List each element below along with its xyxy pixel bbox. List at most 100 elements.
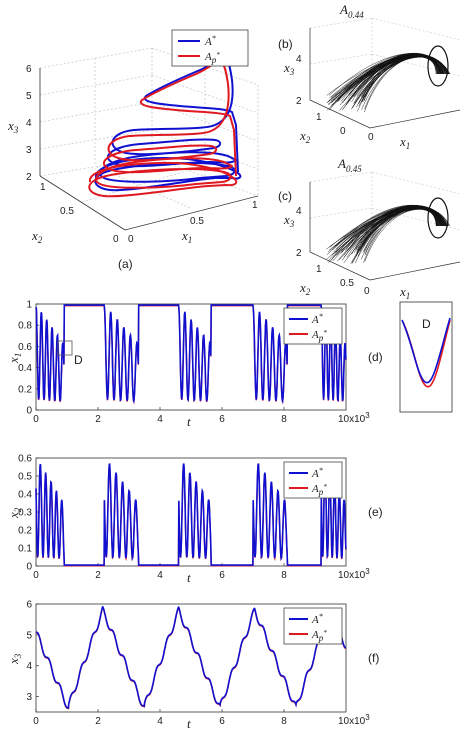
sub-p: p: [211, 55, 217, 65]
panel-a-z-tick: 4: [26, 118, 32, 129]
panel-e-y-tick-label: 0.2: [18, 526, 32, 537]
panel-a: 6 5 4 3 2 1 0.5 0 0 0.5 1 x3 x2 x1 A* Ap…: [7, 29, 259, 271]
panel-b-zlabel-sub: 3: [289, 67, 295, 77]
panel-a-legend: A* Ap*: [171, 29, 249, 67]
sup-star: *: [216, 51, 220, 59]
point-cloud-loop: [427, 45, 449, 87]
panel-c-z-tick: 2: [296, 248, 302, 259]
panel-a-y-ticks: 1 0.5 0: [40, 182, 119, 245]
panel-f-x-tick-label: 4: [157, 716, 163, 727]
sup-star: *: [323, 483, 327, 491]
panel-b-ylabel-sub: 2: [306, 135, 311, 145]
panel-e: 0 0.1 0.2 0.3 0.4 0.5 0.6 0 2 4 6 8 10x103 t x2 A* Ap* (e…: [6, 454, 383, 586]
panel-f-label: (f): [368, 651, 379, 665]
panel-e-x-tick-label: 2: [95, 570, 101, 581]
panel-b: A0.44 4 2 x3 1 0 x2 0 x1 (b): [278, 2, 461, 151]
panel-f-ylabel: x3: [6, 653, 23, 665]
panel-e-x-multiplier-exp: 3: [365, 567, 370, 576]
panel-b-axes: [309, 28, 461, 129]
panel-a-zlabel: x3: [7, 118, 19, 135]
panel-f-x-tick-label: 6: [219, 716, 225, 727]
panel-f-y-tick-label: 3: [26, 692, 32, 703]
panel-f-y-tick-label: 5: [26, 630, 32, 641]
panel-e-x-tick-label: 6: [219, 570, 225, 581]
panel-f-series-blue: [35, 605, 347, 710]
panel-d-label: (d): [368, 350, 383, 364]
panel-a-z-tick: 2: [26, 172, 32, 183]
panel-d-zoom-marker-label: D: [74, 353, 83, 367]
panel-c-zlabel: x3: [283, 212, 295, 229]
panel-c-title-main: A: [337, 156, 346, 171]
panel-b-xlabel-sub: 1: [406, 141, 411, 151]
panel-e-series-blue: [35, 463, 347, 566]
panel-e-y-tick-label: 0.3: [18, 508, 32, 519]
panel-c-axes: [309, 182, 461, 281]
panel-f-y-tick-label: 4: [26, 661, 32, 672]
sup-star: *: [212, 34, 216, 43]
panel-e-ylabel: x2: [6, 507, 23, 519]
panel-a-x-tick: 0: [128, 234, 134, 245]
panel-f-xlabel: t: [187, 716, 191, 731]
panel-b-z-tick: 2: [296, 96, 302, 107]
inset-d: D: [399, 301, 453, 413]
panel-d-xlabel: t: [187, 414, 191, 429]
panel-b-title-main: A: [339, 2, 348, 17]
panel-a-xlabel-sub: 1: [188, 235, 193, 245]
panel-c-zlabel-sub: 3: [289, 219, 295, 229]
panel-c-point-cloud: [326, 197, 450, 264]
panel-b-y-tick: 1: [316, 112, 322, 123]
panel-f-frame: [35, 603, 347, 713]
panel-c-title: A0.45: [337, 156, 362, 174]
panel-d-legend-blue-label: A*: [311, 312, 323, 326]
panel-a-trajectories: [88, 57, 242, 198]
panel-e-y-tick-label: 0.6: [18, 454, 32, 465]
panel-f-legend-red-label: Ap*: [311, 629, 327, 643]
panel-a-axes: [39, 68, 259, 231]
panel-d-series-blue: [35, 304, 347, 404]
panel-e-y-tick-label: 0.5: [18, 472, 32, 483]
point-cloud-loop: [427, 197, 449, 239]
panel-e-x-tick-label: 0: [33, 570, 39, 581]
panel-e-legend-box: [283, 461, 343, 499]
panel-d-zoom-marker: [57, 340, 73, 356]
panel-d-y-tick-label: 1: [26, 300, 32, 311]
panel-d-x-tick-label: 0: [33, 414, 39, 425]
panel-d-legend-box: [283, 307, 343, 345]
panel-b-label: (b): [278, 37, 293, 51]
panel-e-y-tick-label: 0.4: [18, 490, 32, 501]
panel-d-x-tick-label: 6: [219, 414, 225, 425]
panel-d-x-multiplier: 10x103: [338, 411, 370, 425]
panel-d-y-tick-label: 0.8: [18, 321, 32, 332]
panel-c-y-tick: 0.5: [340, 278, 354, 289]
point-cloud-trajectories: [326, 52, 451, 113]
sup-star: *: [323, 629, 327, 637]
panel-c-xlabel-sub: 1: [406, 291, 411, 301]
panel-a-y-tick: 0.5: [60, 206, 74, 217]
panel-d-ylabel: x1: [6, 353, 23, 364]
panel-e-x-tick-label: 8: [281, 570, 287, 581]
panel-a-label: (a): [118, 257, 133, 271]
panel-a-y-tick: 1: [40, 182, 46, 193]
inset-d-label: D: [422, 317, 431, 331]
panel-b-x-tick: 0: [368, 132, 374, 143]
sup-star: *: [319, 612, 323, 621]
panel-b-ylabel: x2: [299, 128, 311, 145]
panel-f-x-multiplier-exp: 3: [365, 713, 370, 722]
panel-a-z-tick: 5: [26, 91, 32, 102]
panel-f-legend-blue-label: A*: [311, 612, 323, 626]
panel-f-legend-box: [283, 607, 343, 645]
panel-a-x-tick: 1: [252, 200, 258, 211]
sub-p: p: [318, 487, 324, 497]
panel-d-y-tick-label: 0.2: [18, 384, 32, 395]
panel-d-x-tick-label: 8: [281, 414, 287, 425]
panel-f-x-tick-label: 8: [281, 716, 287, 727]
panel-c-xlabel: x1: [399, 284, 410, 301]
inset-d-series-blue: [401, 317, 451, 384]
panel-a-legend-blue-label: A*: [204, 34, 216, 48]
panel-d-ylabel-sub: 1: [13, 353, 23, 358]
panel-f-ylabel-sub: 3: [13, 653, 23, 659]
panel-b-title-sub: 0.44: [348, 10, 364, 20]
panel-a-zlabel-sub: 3: [13, 125, 19, 135]
